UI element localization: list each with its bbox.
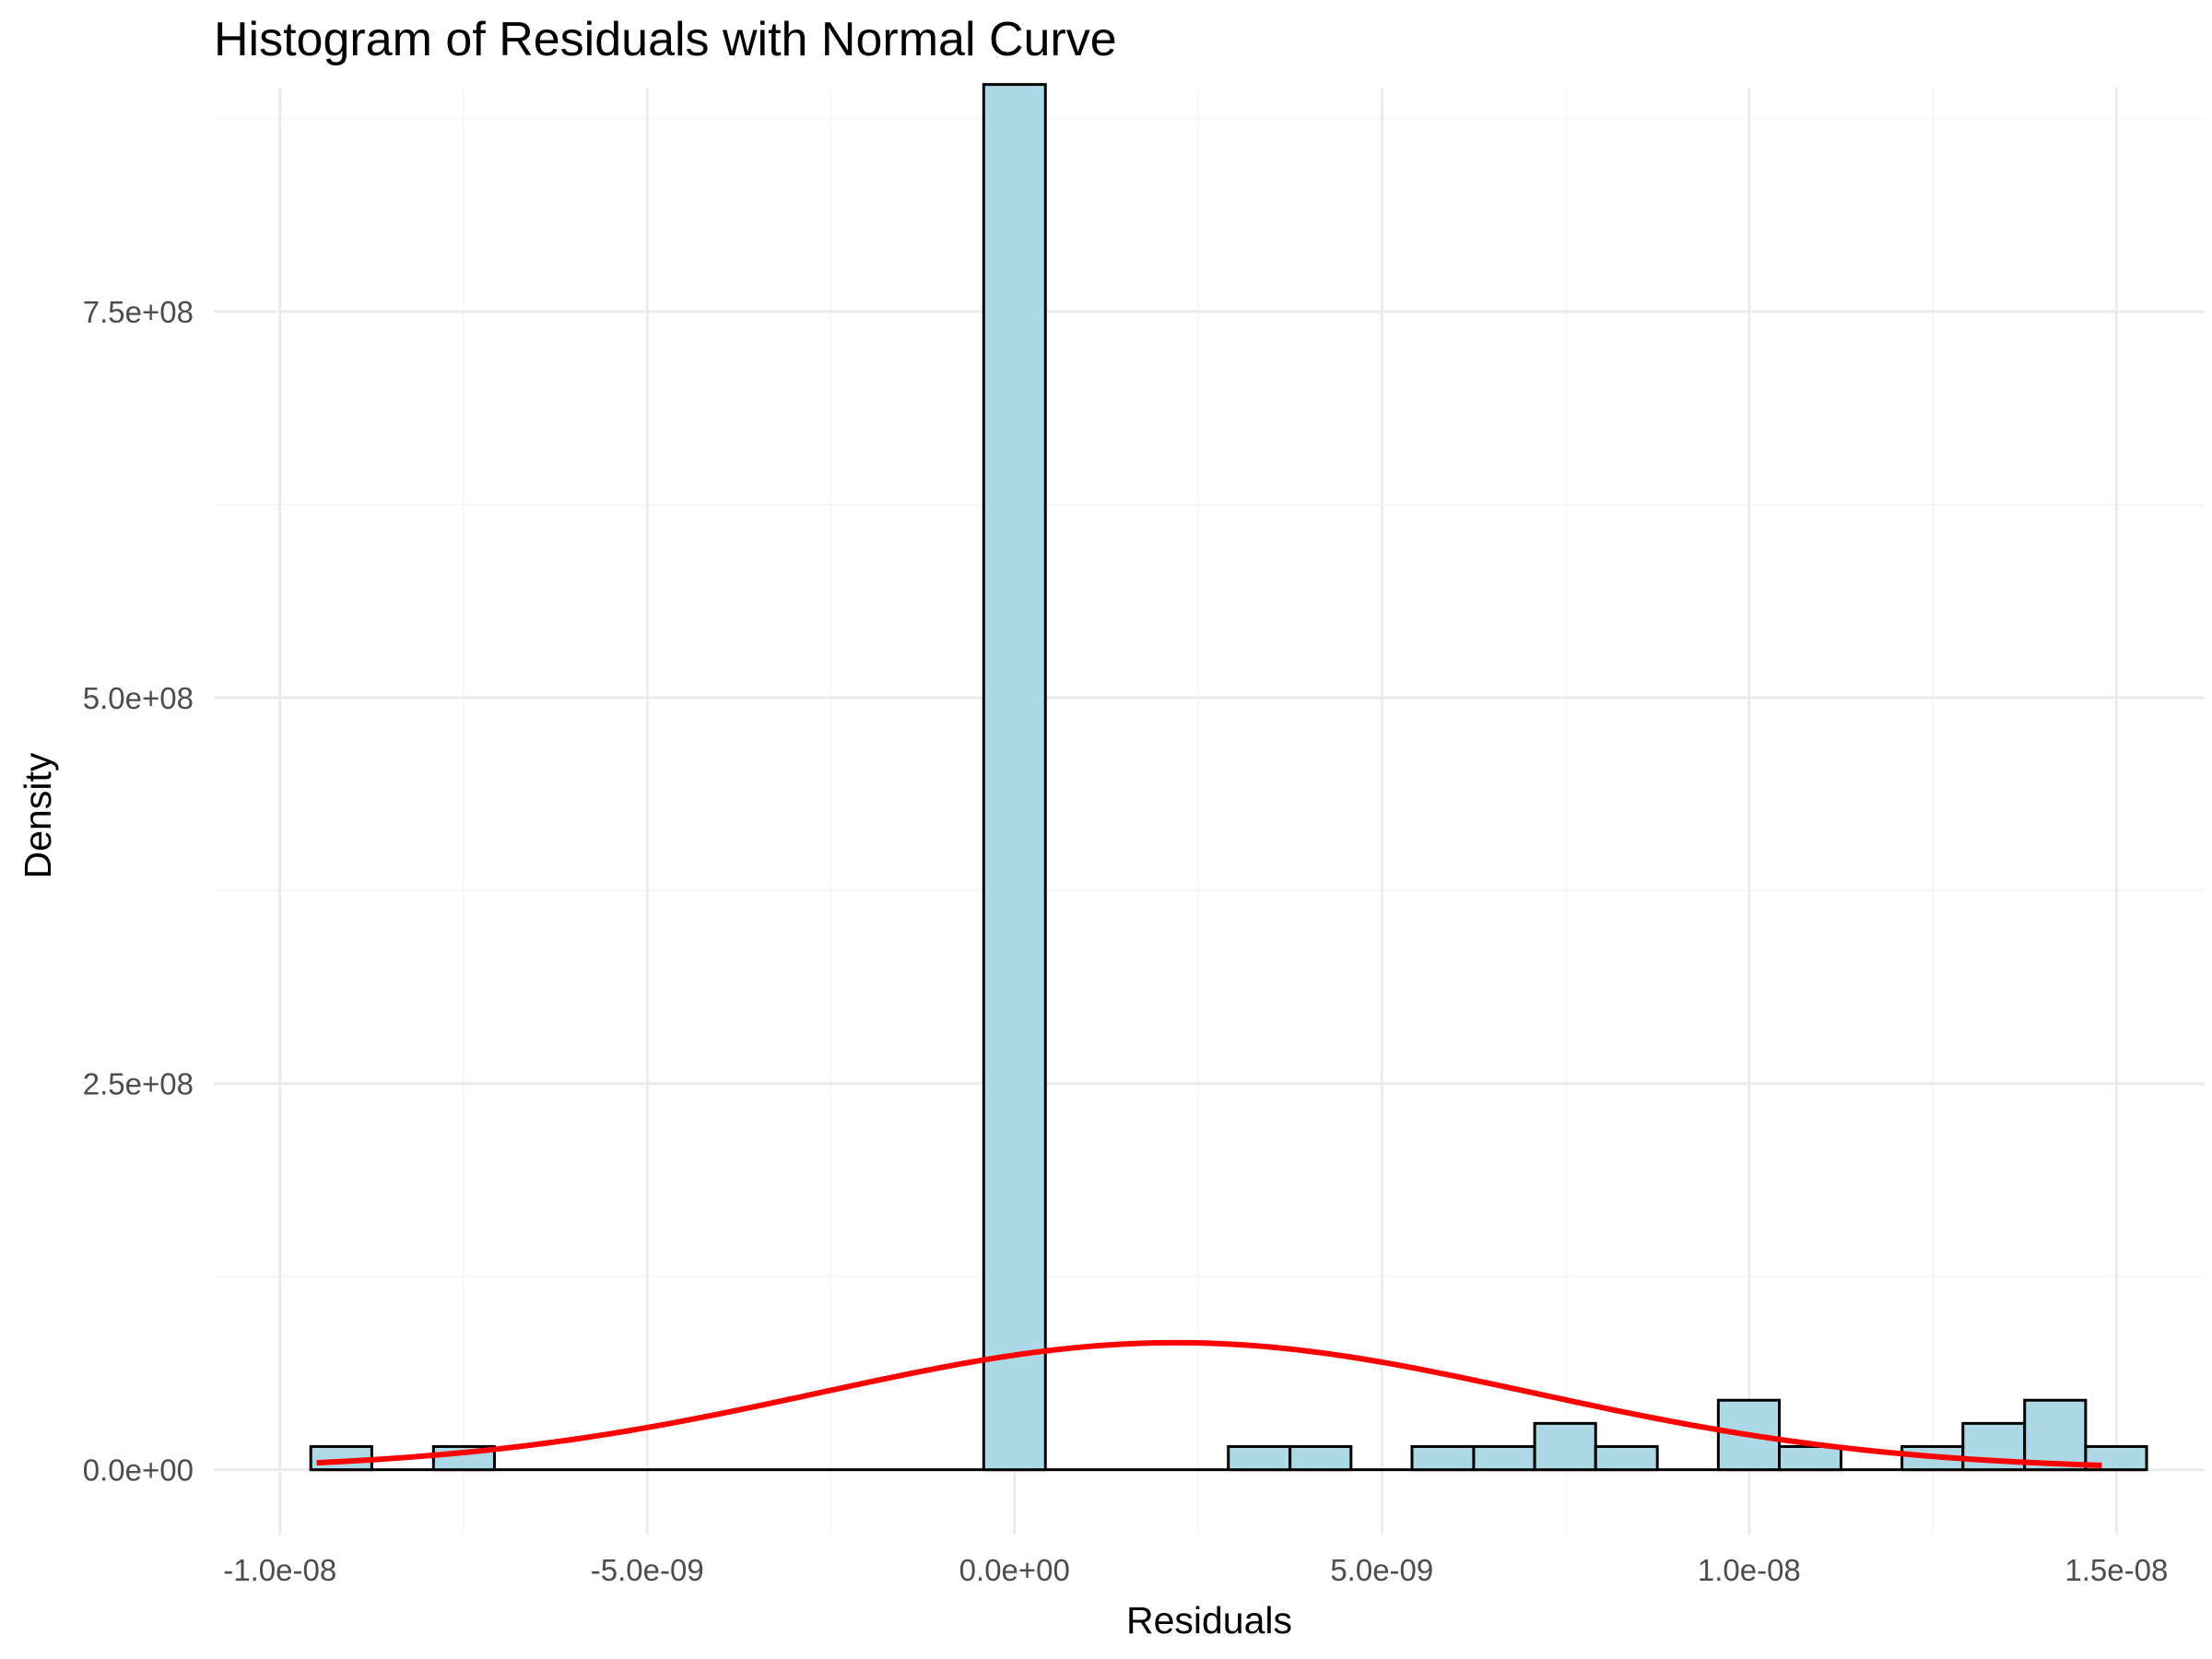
- x-tick-label: -1.0e-08: [223, 1553, 336, 1587]
- y-axis-ticks: 0.0e+00 2.5e+08 5.0e+08 7.5e+08: [83, 295, 194, 1488]
- y-tick-label: 2.5e+08: [83, 1067, 194, 1101]
- x-axis-ticks: -1.0e-08 -5.0e-09 0.0e+00 5.0e-09 1.0e-08 1.5…: [223, 1553, 2168, 1587]
- histogram-bar: [1410, 1444, 1476, 1472]
- x-tick-label: -5.0e-09: [591, 1553, 704, 1587]
- histogram-bar: [1533, 1421, 1597, 1472]
- y-tick-label: 7.5e+08: [83, 295, 194, 329]
- normal-curve-layer: [316, 1339, 2102, 1468]
- x-tick-label: 5.0e-09: [1330, 1553, 1433, 1587]
- x-tick-label: 1.5e-08: [2065, 1553, 2168, 1587]
- histogram-bar: [982, 83, 1047, 1472]
- histogram-bar: [1594, 1444, 1659, 1472]
- x-tick-label: 0.0e+00: [959, 1553, 1070, 1587]
- histogram-bar: [2084, 1444, 2148, 1472]
- histogram-bar: [309, 1444, 373, 1472]
- y-axis-title: Density: [17, 752, 59, 878]
- histogram-bars: [309, 83, 2148, 1472]
- x-axis-title: Residuals: [1126, 1599, 1292, 1641]
- minor-gridlines: [214, 88, 2205, 1535]
- major-gridlines: [214, 88, 2205, 1535]
- y-tick-label: 5.0e+08: [83, 681, 194, 715]
- histogram-bar: [1778, 1444, 1842, 1472]
- histogram-bar: [1472, 1444, 1536, 1472]
- y-tick-label: 0.0e+00: [83, 1453, 194, 1488]
- histogram-bar: [2023, 1398, 2088, 1472]
- histogram-bar: [1227, 1444, 1292, 1472]
- histogram-bar: [1288, 1444, 1353, 1472]
- normal-curve-line: [316, 1339, 2102, 1468]
- x-tick-label: 1.0e-08: [1698, 1553, 1801, 1587]
- chart-title: Histogram of Residuals with Normal Curve: [214, 13, 1117, 66]
